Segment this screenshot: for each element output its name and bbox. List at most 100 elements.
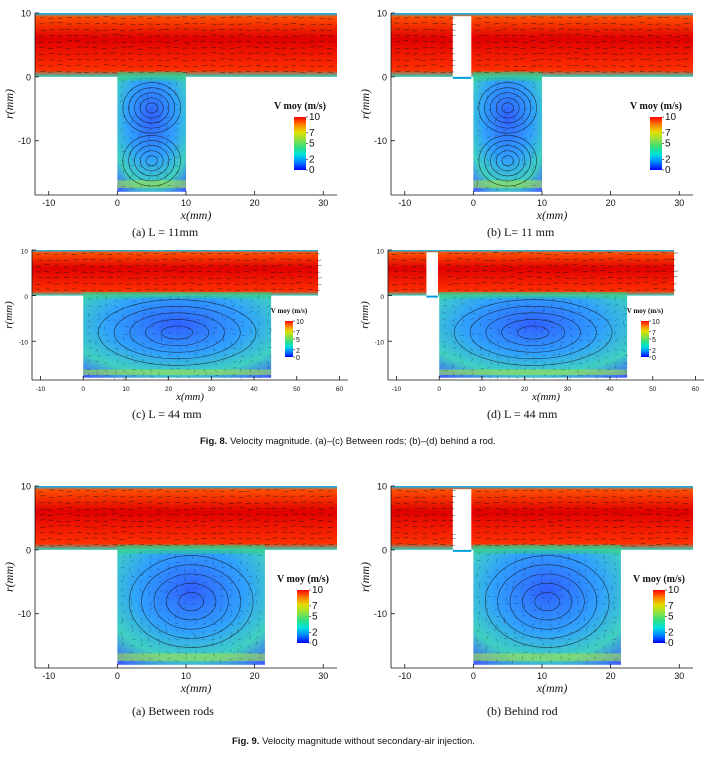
y-tick-label: 10 — [377, 482, 387, 492]
subcaption-e: (a) Between rods — [132, 704, 214, 718]
x-tick-label: 10 — [537, 671, 547, 681]
colorbar-tick-label: 2 — [309, 154, 315, 165]
x-axis-label: x(mm) — [531, 391, 560, 403]
x-tick-label: 10 — [122, 386, 130, 393]
colorbar-tick-label: 7 — [665, 128, 671, 139]
colorbar-title: V moy (m/s) — [633, 574, 685, 585]
x-tick-label: 20 — [606, 671, 616, 681]
x-tick-label: 30 — [674, 198, 684, 208]
colorbar-tick-label: 2 — [665, 154, 671, 165]
fig9-panel-a: -10 0 10 20 30 10 0 -10 x(mm) r(mm) V moy (m/s) 10 7… — [0, 478, 356, 703]
fig9-panel-b: -10 0 10 20 30 10 0 -10 x(mm) r(mm) V moy (m/s) 10 7… — [356, 478, 712, 703]
colorbar-tick-label: 10 — [309, 112, 321, 123]
x-tick-label: -10 — [42, 198, 55, 208]
colorbar-tick-label: 0 — [309, 165, 315, 176]
y-axis-label: r(mm) — [358, 562, 372, 592]
colorbar-tick-label: 5 — [312, 612, 318, 623]
x-tick-label: 0 — [115, 198, 120, 208]
y-tick-label: -10 — [375, 340, 385, 347]
y-axis-label: r(mm) — [2, 562, 16, 592]
y-tick-label: 10 — [21, 249, 29, 256]
colorbar-tick-label: 0 — [652, 355, 656, 362]
x-tick-label: -10 — [36, 386, 46, 393]
y-tick-label: 0 — [382, 72, 387, 82]
colorbar — [653, 590, 665, 643]
fig8-caption-text: Velocity magnitude. (a)–(c) Between rods… — [227, 436, 496, 447]
colorbar-title: V moy (m/s) — [627, 307, 664, 315]
subcaption-f: (b) Behind rod — [487, 704, 558, 718]
y-tick-label: 0 — [26, 72, 31, 82]
colorbar — [641, 321, 649, 357]
colorbar — [294, 117, 306, 170]
x-axis-label: x(mm) — [536, 208, 568, 222]
x-tick-label: 50 — [293, 386, 301, 393]
colorbar-title: V moy (m/s) — [630, 101, 682, 112]
colorbar-tick-label: 7 — [668, 601, 674, 612]
y-tick-label: 10 — [377, 9, 387, 19]
colorbar-tick-label: 5 — [296, 337, 300, 344]
x-tick-label: 60 — [336, 386, 344, 393]
x-tick-label: 40 — [606, 386, 614, 393]
x-tick-label: 60 — [692, 386, 700, 393]
x-tick-label: -10 — [398, 671, 411, 681]
y-tick-label: -10 — [374, 609, 387, 619]
x-tick-label: 10 — [181, 198, 191, 208]
y-tick-label: -10 — [374, 136, 387, 146]
colorbar — [297, 590, 309, 643]
subcaption-c: (c) L = 44 mm — [132, 407, 202, 421]
x-tick-label: 50 — [649, 386, 657, 393]
x-tick-label: 30 — [318, 198, 328, 208]
colorbar — [285, 321, 293, 357]
x-tick-label: 10 — [537, 198, 547, 208]
y-tick-label: 0 — [380, 294, 384, 301]
y-axis-label: r(mm) — [359, 301, 371, 329]
y-tick-label: 10 — [21, 482, 31, 492]
x-tick-label: 40 — [250, 386, 258, 393]
colorbar-tick-label: 10 — [312, 585, 324, 596]
x-tick-label: 20 — [250, 671, 260, 681]
fig8-panel-c: -10 0 10 20 30 40 50 60 10 0 -10 x(mm) r(mm) V moy (m… — [0, 242, 356, 407]
x-tick-label: 10 — [478, 386, 486, 393]
x-tick-label: 30 — [318, 671, 328, 681]
colorbar-tick-label: 10 — [665, 112, 677, 123]
fig9-caption-label: Fig. 9. — [232, 736, 260, 747]
fig9-caption: Fig. 9. Velocity magnitude without secon… — [232, 736, 475, 747]
y-tick-label: 0 — [26, 545, 31, 555]
x-axis-label: x(mm) — [536, 681, 568, 695]
x-tick-label: 0 — [437, 386, 441, 393]
y-axis-label: r(mm) — [3, 301, 15, 329]
x-tick-label: -10 — [392, 386, 402, 393]
y-axis-label: r(mm) — [358, 89, 372, 119]
colorbar-tick-label: 0 — [312, 638, 318, 649]
x-tick-label: 20 — [606, 198, 616, 208]
colorbar-tick-label: 0 — [296, 355, 300, 362]
colorbar-tick-label: 7 — [296, 330, 300, 337]
x-tick-label: 0 — [471, 198, 476, 208]
fig8-panel-a: -10 0 10 20 30 10 0 -10 x(mm) r(mm) V moy (m/s) 10 7… — [0, 0, 356, 225]
colorbar-tick-label: 5 — [665, 139, 671, 150]
colorbar-title: V moy (m/s) — [271, 307, 308, 315]
x-tick-label: 0 — [81, 386, 85, 393]
colorbar-tick-label: 10 — [668, 585, 680, 596]
colorbar-tick-label: 2 — [668, 627, 674, 638]
fig8-panel-b: -10 0 10 20 30 10 0 -10 x(mm) r(mm) V moy (m/s) 10 7… — [356, 0, 712, 225]
fig8-caption: Fig. 8. Velocity magnitude. (a)–(c) Betw… — [200, 436, 496, 447]
fig8-caption-label: Fig. 8. — [200, 436, 228, 447]
x-axis-label: x(mm) — [180, 208, 212, 222]
colorbar-title: V moy (m/s) — [274, 101, 326, 112]
x-tick-label: -10 — [398, 198, 411, 208]
colorbar-tick-label: 0 — [668, 638, 674, 649]
y-axis-label: r(mm) — [2, 89, 16, 119]
colorbar-tick-label: 2 — [312, 627, 318, 638]
fig8-panel-d: -10 0 10 20 30 40 50 60 10 0 -10 x(mm) r(mm) V moy (m… — [356, 242, 712, 407]
colorbar-tick-label: 7 — [652, 330, 656, 337]
y-tick-label: 0 — [24, 294, 28, 301]
x-tick-label: 20 — [521, 386, 529, 393]
subcaption-a: (a) L = 11mm — [132, 225, 199, 239]
y-tick-label: 10 — [21, 9, 31, 19]
x-tick-label: 30 — [674, 671, 684, 681]
colorbar — [650, 117, 662, 170]
colorbar-tick-label: 0 — [665, 165, 671, 176]
subcaption-b: (b) L= 11 mm — [487, 225, 555, 239]
colorbar-tick-label: 5 — [668, 612, 674, 623]
